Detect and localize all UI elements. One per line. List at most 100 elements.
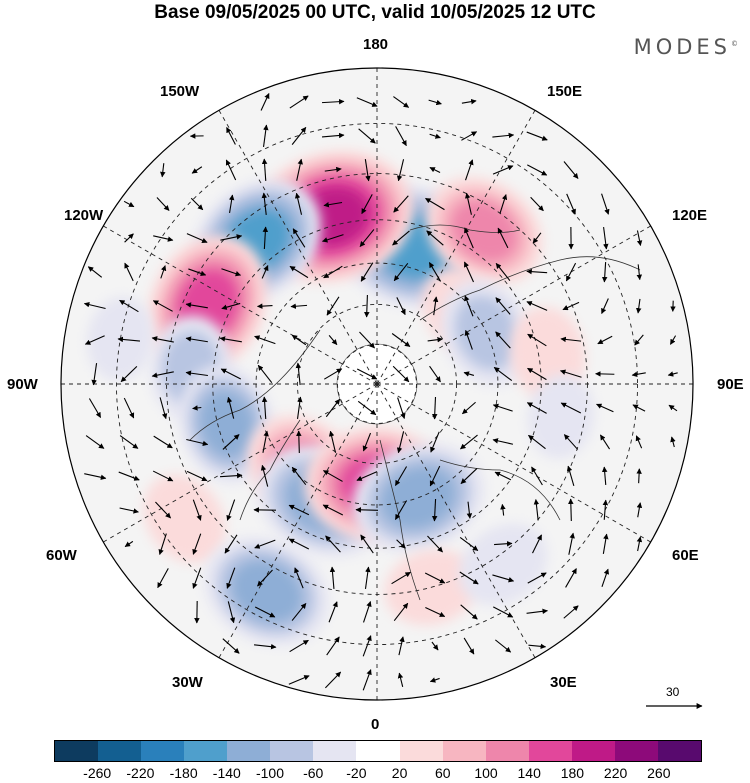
wind-vector [123,200,135,208]
wind-vector [222,434,240,450]
lon-label-60w: 60W [46,547,77,564]
wind-vector [192,567,202,589]
wind-vector [151,336,174,343]
wind-vector [432,296,439,316]
lon-label-90w: 90W [7,376,38,393]
wind-vector [459,571,479,585]
wind-vector [563,434,579,450]
wind-vector [568,498,574,522]
wind-vector [185,370,208,377]
wind-vector [322,470,343,482]
wind-vector [393,263,409,282]
wind-vector [392,365,410,383]
wind-vector [321,132,345,139]
wind-vector [431,396,438,420]
wind-vector [222,638,240,654]
wind-vector [254,335,276,345]
wind-vector [221,302,241,310]
colorbar-swatch [313,741,357,761]
colorbar-swatch [141,741,185,761]
wind-vector [155,501,171,519]
wind-vector [429,465,441,487]
colorbar-swatch [528,741,572,761]
wind-vector [428,99,442,106]
wind-vector [602,533,609,554]
anomaly-contour [458,523,548,606]
wind-vector [226,567,236,589]
wind-vector [291,334,307,346]
wind-vector [323,265,343,279]
wind-vector [429,167,441,173]
wind-vector [192,499,202,521]
wind-vector [324,166,342,173]
wind-vector [321,234,344,243]
wind-vector [636,264,643,281]
wind-vector [226,127,236,145]
wind-vector [431,498,438,522]
wind-vector [566,465,575,487]
wind-vector [632,404,646,412]
wind-vector [261,158,268,182]
latitude-circle [115,122,639,646]
lon-label-150e: 150E [547,83,583,100]
wind-vector [429,133,441,139]
wind-vector [429,365,441,383]
lon-label-60e: 60E [672,547,699,564]
wind-vector [359,229,375,247]
wind-vector [634,334,644,346]
wind-vector [186,438,209,447]
wind-vector [526,402,547,414]
wind-vector [395,126,407,147]
wind-vector [356,471,378,481]
wind-vector [190,197,204,211]
wind-vector [192,405,202,411]
wind-vector [262,226,269,250]
lon-label-30e: 30E [550,674,577,691]
wind-vector [292,228,306,248]
wind-vector [431,641,439,651]
wind-vector [393,602,409,622]
wind-vector [358,128,376,144]
wind-vector [425,606,446,618]
wind-vector [460,604,478,620]
wind-vector [362,635,372,657]
wind-vector [559,369,582,378]
wind-vector [601,466,608,485]
wind-vector [492,574,515,583]
colorbar-ticks: -260 -220 -180 -140 -100 -60 -20 20 60 100 140 180 2… [54,765,702,783]
wind-vector [220,234,243,241]
colorbar-tick-label: 180 [560,765,585,781]
wind-vector [356,368,378,380]
wind-vector [635,298,642,314]
wind-vector [601,568,610,588]
wind-vector [124,540,134,548]
wind-vector [226,396,235,419]
wind-vector [117,336,141,343]
wind-vector [668,404,678,412]
wind-vector [565,568,577,588]
wind-vector [360,262,374,282]
colorbar-tick-label: 140 [517,765,541,781]
wind-vector [152,300,173,312]
wind-vector [532,534,542,554]
wind-vector [428,262,442,282]
wind-vector [228,194,235,213]
wind-vector [398,636,405,656]
graticule [61,68,693,700]
wind-vector [631,371,646,378]
wind-vector [394,466,408,486]
wind-vector [463,261,475,283]
colorbar-swatch [55,741,99,761]
wind-vector [427,336,443,343]
colorbar-tick-label: 220 [603,765,628,781]
anomaly-contour [199,390,255,459]
anomaly-contour [450,200,518,262]
wind-vector [260,464,269,487]
wind-vector [151,371,174,378]
lon-label-0: 0 [371,716,380,733]
wind-vector [362,669,372,691]
latitude-circle [296,303,458,465]
reference-vector-arrow [646,703,703,709]
wind-vector [156,197,170,211]
wind-vector [495,262,511,281]
